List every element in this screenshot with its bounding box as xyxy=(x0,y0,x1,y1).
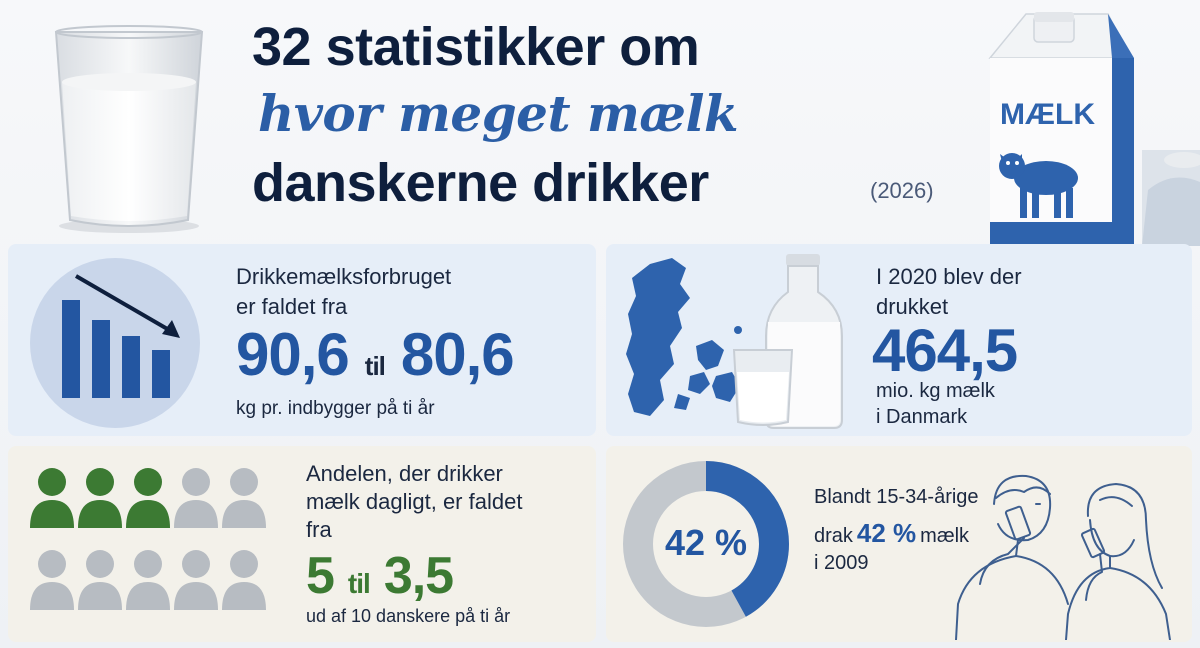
donut-label: 42 % xyxy=(664,522,748,563)
total-label: I 2020 blev der drukket xyxy=(876,264,1022,319)
young-label-line-1: Blandt 15-34-årige xyxy=(814,486,979,508)
person-icon xyxy=(222,550,266,610)
carton-label: MÆLK xyxy=(1000,98,1095,131)
daily-unit: ud af 10 danskere på ti år xyxy=(306,606,511,626)
title-line-2: hvor meget mælk xyxy=(258,84,739,143)
person-icon xyxy=(30,468,74,528)
person-icon xyxy=(174,550,218,610)
daily-values: 5 til 3,5 xyxy=(306,546,454,606)
declining-bar-chart-icon xyxy=(62,274,180,398)
milk-carton-icon: MÆLK xyxy=(988,12,1200,246)
consumption-label: Drikkemælksforbruget er faldet fra xyxy=(236,264,452,319)
daily-to: 3,5 xyxy=(383,547,454,605)
daily-connector: til xyxy=(347,568,371,599)
donut-chart xyxy=(623,461,789,627)
people-drinking-illustration xyxy=(955,474,1171,640)
young-label-line-3: i 2009 xyxy=(814,552,869,574)
person-icon xyxy=(30,550,74,610)
title-line-1: 32 statistikker om xyxy=(252,17,700,77)
person-icon xyxy=(78,468,122,528)
young-percentage: 42 % xyxy=(856,518,917,548)
consumption-to: 80,6 xyxy=(400,321,515,388)
donut-arc xyxy=(623,461,789,627)
panel-total xyxy=(606,244,1192,436)
bar-chart-background xyxy=(30,258,200,428)
people-icon-grid xyxy=(30,468,266,610)
total-value: 464,5 xyxy=(872,317,1018,384)
consumption-from: 90,6 xyxy=(236,321,350,388)
consumption-unit: kg pr. indbygger på ti år xyxy=(236,398,435,419)
consumption-connector: til xyxy=(364,351,386,381)
consumption-values: 90,6 til 80,6 xyxy=(236,320,515,389)
daily-label: Andelen, der drikker mælk dagligt, er fa… xyxy=(306,461,523,542)
person-icon xyxy=(174,468,218,528)
person-icon xyxy=(126,550,170,610)
person-icon xyxy=(222,468,266,528)
person-icon xyxy=(78,550,122,610)
denmark-map-icon xyxy=(626,258,742,416)
milk-bottle-icon xyxy=(732,254,843,429)
daily-from: 5 xyxy=(306,547,335,605)
milk-glass-icon xyxy=(54,25,204,233)
title-line-3: danskerne drikker xyxy=(252,153,709,213)
person-icon xyxy=(126,468,170,528)
total-unit: mio. kg mælk i Danmark xyxy=(876,380,995,428)
title-year: (2026) xyxy=(870,178,934,203)
young-label-line-2: drak 42 % mælk xyxy=(814,518,970,548)
